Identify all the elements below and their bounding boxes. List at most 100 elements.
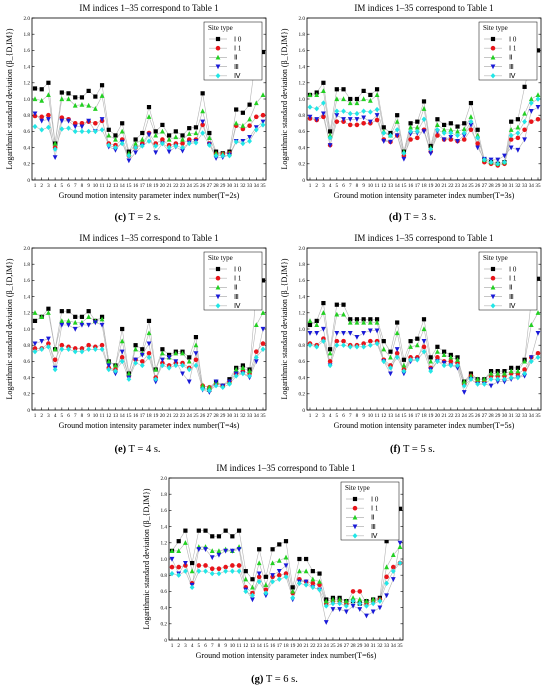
x-tick-label: 17	[415, 183, 421, 189]
data-point-marker	[490, 275, 496, 281]
data-point-marker	[59, 96, 65, 102]
data-point-marker	[253, 359, 259, 365]
data-point-marker	[119, 338, 125, 344]
data-point-marker	[515, 147, 521, 153]
data-point-marker	[213, 156, 219, 161]
x-tick-label: 17	[277, 643, 283, 649]
x-tick-label: 30	[227, 183, 233, 189]
data-point-marker	[93, 94, 98, 99]
data-point-marker	[180, 144, 185, 151]
data-point-marker	[52, 155, 58, 161]
data-point-marker	[441, 130, 447, 136]
data-point-marker	[364, 613, 369, 619]
data-point-marker	[515, 374, 521, 381]
data-point-marker	[59, 342, 65, 348]
data-point-marker	[200, 386, 206, 392]
x-tick-label: 27	[482, 183, 488, 189]
data-point-marker	[488, 370, 494, 376]
panel-caption: (d) T = 3 s.	[275, 212, 550, 223]
data-point-marker	[253, 114, 259, 120]
x-axis-label: Ground motion intensity parameter index …	[59, 191, 240, 200]
x-tick-label: 20	[435, 413, 441, 419]
x-tick-label: 12	[243, 643, 249, 649]
x-tick-label: 15	[126, 413, 132, 419]
data-point-marker	[92, 346, 98, 352]
x-tick-label: 21	[167, 183, 173, 189]
x-tick-label: 34	[529, 183, 535, 189]
data-point-marker	[455, 124, 460, 129]
data-point-marker	[260, 326, 266, 332]
data-point-marker	[468, 118, 474, 125]
data-point-marker	[113, 144, 118, 151]
data-point-marker	[32, 318, 38, 323]
data-point-marker	[39, 346, 45, 352]
y-tick-label: 1.6	[299, 278, 306, 284]
data-point-marker	[193, 125, 199, 130]
x-tick-label: 17	[140, 183, 146, 189]
data-point-marker	[79, 128, 85, 135]
data-point-marker	[490, 294, 496, 300]
x-tick-label: 8	[356, 413, 359, 419]
data-point-marker	[321, 80, 326, 85]
data-point-marker	[490, 266, 496, 272]
data-point-marker	[220, 153, 226, 159]
x-tick-label: 20	[435, 183, 441, 189]
x-tick-label: 32	[515, 413, 521, 419]
data-point-marker	[461, 390, 467, 395]
panel-letter: (g)	[251, 674, 264, 685]
data-point-marker	[120, 326, 125, 332]
data-point-marker	[257, 547, 262, 552]
data-point-marker	[200, 108, 206, 114]
data-point-marker	[180, 141, 185, 146]
data-point-marker	[321, 338, 326, 344]
data-point-marker	[522, 358, 527, 364]
data-point-marker	[173, 129, 178, 134]
data-point-marker	[475, 132, 481, 138]
data-point-marker	[401, 150, 407, 156]
data-point-marker	[146, 330, 152, 336]
x-tick-label: 6	[342, 183, 345, 189]
data-point-marker	[270, 560, 275, 566]
data-point-marker	[200, 91, 205, 96]
data-point-marker	[384, 593, 389, 599]
x-tick-label: 9	[224, 643, 227, 649]
x-tick-label: 18	[421, 183, 427, 189]
data-point-marker	[189, 568, 195, 574]
data-point-marker	[106, 366, 112, 373]
legend-entry-label: Ⅲ	[509, 293, 514, 301]
data-point-marker	[46, 117, 51, 122]
x-tick-label: 34	[254, 413, 260, 419]
chart-title: IM indices 1–35 correspond to Table 1	[79, 233, 218, 243]
data-point-marker	[502, 379, 507, 385]
data-point-marker	[341, 330, 346, 336]
data-point-marker	[260, 346, 266, 352]
y-tick-label: 0.4	[299, 375, 306, 381]
y-tick-label: 0.8	[24, 343, 31, 349]
data-point-marker	[263, 593, 269, 599]
y-tick-label: 1.4	[24, 64, 31, 70]
data-point-marker	[180, 133, 185, 138]
data-point-marker	[354, 122, 360, 128]
data-point-marker	[253, 354, 259, 361]
data-point-marker	[153, 132, 159, 138]
legend-entry-label: Ⅰ 1	[509, 275, 517, 283]
data-point-marker	[334, 330, 340, 336]
data-point-marker	[330, 607, 336, 612]
data-point-marker	[347, 122, 353, 128]
data-point-marker	[120, 121, 125, 126]
data-point-marker	[297, 580, 302, 586]
x-tick-label: 33	[384, 643, 390, 649]
data-point-marker	[187, 126, 192, 131]
x-tick-label: 25	[193, 183, 199, 189]
data-point-marker	[370, 609, 376, 615]
data-point-marker	[146, 114, 152, 119]
data-point-marker	[290, 585, 295, 590]
data-point-marker	[227, 153, 232, 159]
data-point-marker	[448, 130, 454, 136]
data-point-marker	[113, 147, 118, 153]
data-point-marker	[343, 603, 349, 609]
data-point-marker	[52, 357, 58, 363]
data-point-marker	[502, 370, 507, 376]
x-tick-label: 15	[126, 183, 132, 189]
data-point-marker	[468, 122, 474, 128]
